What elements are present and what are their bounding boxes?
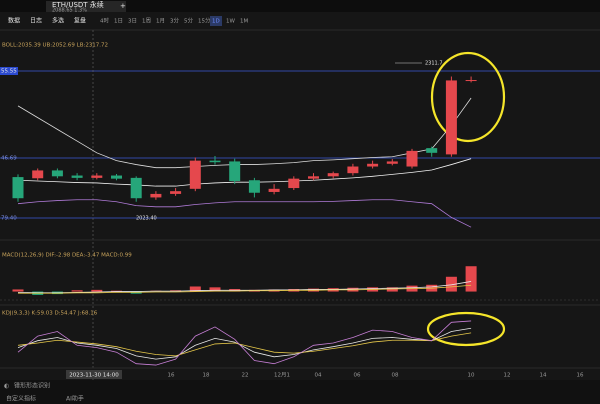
candle-body <box>51 170 63 177</box>
low-annotation: 2023.40 <box>136 216 157 222</box>
candle-body <box>111 175 122 179</box>
candle-body <box>130 177 142 199</box>
boll-line <box>17 97 472 169</box>
boll-info: BOLL:2035.39 UB:2052.69 LB:2317.72 <box>2 43 108 49</box>
symbol-tab[interactable] <box>46 1 126 12</box>
candle-body <box>71 175 83 178</box>
candle-body <box>406 150 418 167</box>
price-line-label: 79.40 <box>1 216 17 222</box>
boll-line <box>17 158 472 187</box>
x-tick-label: 16 <box>577 373 584 379</box>
interval[interactable]: 3分 <box>170 17 179 25</box>
interval[interactable]: 5分 <box>184 17 193 25</box>
macd-bar <box>71 290 83 292</box>
toolbar-tab[interactable]: 日志 <box>30 17 42 25</box>
interval[interactable]: 1W <box>226 19 235 25</box>
x-tick-label: 06 <box>354 373 361 379</box>
toolbar-tab[interactable]: 多选 <box>52 17 64 25</box>
macd-bar <box>111 290 122 292</box>
x-tick-label: 12月1 <box>274 372 290 379</box>
candle-body <box>288 178 300 189</box>
price-line-tag <box>0 67 18 75</box>
high-annotation: 2311.7 <box>425 61 443 67</box>
macd-line <box>17 281 472 294</box>
price-line-label: 55.55 <box>1 69 17 75</box>
price-line-label: 46.69 <box>1 156 17 162</box>
candle-body <box>426 148 438 153</box>
footer-tool[interactable]: AI助手 <box>66 395 84 403</box>
macd-bar <box>465 266 477 292</box>
x-tick-label: 14 <box>540 373 547 379</box>
footer <box>0 380 600 404</box>
x-tick-label: 08 <box>392 373 399 379</box>
candle-body <box>209 160 221 163</box>
x-tick-label: 12 <box>504 373 511 379</box>
title-bar <box>0 0 600 12</box>
interval[interactable]: 1周 <box>142 18 151 25</box>
candle-body <box>91 175 103 178</box>
interval[interactable]: 1日 <box>114 18 123 25</box>
candle-body <box>327 173 339 177</box>
interval[interactable]: 4时 <box>100 17 109 25</box>
interval[interactable]: 15分 <box>198 17 211 25</box>
candle-body <box>445 80 457 155</box>
kdj-line <box>17 332 472 357</box>
macd-bar <box>209 287 221 292</box>
macd-info: MACD(12,26,9) DIF:-2.98 DEA:-3.47 MACD:0… <box>2 253 132 259</box>
crosshair-date: 2023-11-30 14:00 <box>69 373 119 379</box>
price: 2088.65 1.3% <box>52 8 87 14</box>
candle-body <box>32 170 44 179</box>
macd-bar <box>386 287 398 292</box>
crosshair-date-box <box>66 370 122 379</box>
candle-body <box>367 163 379 167</box>
kdj-line <box>17 327 472 360</box>
kdj-line <box>17 320 472 366</box>
candle-body <box>268 188 280 192</box>
x-tick-label: 18 <box>203 373 210 379</box>
candle-body <box>12 177 24 199</box>
macd-line <box>18 284 472 294</box>
macd-bar <box>189 286 201 292</box>
candle-body <box>248 180 260 193</box>
candle-body <box>150 193 162 198</box>
candle-body <box>189 160 201 189</box>
interval[interactable]: 3日 <box>128 18 137 25</box>
pattern-icon: ◐ <box>4 383 9 390</box>
x-tick-label: 10 <box>468 373 475 379</box>
toolbar-tab[interactable]: 数据 <box>8 17 20 25</box>
footer-tool[interactable]: 自定义指标 <box>6 395 36 403</box>
x-tick-label: 22 <box>242 373 249 379</box>
candle-body <box>170 191 182 194</box>
interval[interactable]: 1月 <box>156 18 165 25</box>
add-tab[interactable]: + <box>120 2 126 10</box>
toolbar-tab[interactable]: 复盘 <box>74 17 86 25</box>
interval-active <box>210 16 222 26</box>
candle-body <box>308 176 319 179</box>
candle-body <box>229 161 241 181</box>
macd-bar <box>445 276 457 292</box>
boll-line <box>17 199 472 228</box>
kdj-info: KDJ(9,3,3) K:59.03 D:54.47 J:68.16 <box>2 311 98 317</box>
macd-bar <box>12 289 24 292</box>
macd-bar <box>91 289 103 292</box>
interval[interactable]: 1M <box>240 19 248 25</box>
x-tick-label: 16 <box>168 373 175 379</box>
candle-body <box>465 80 477 82</box>
x-tick-label: 04 <box>315 373 322 379</box>
highlight <box>426 311 506 347</box>
pattern[interactable]: 锤形形态识别 <box>14 382 50 390</box>
symbol: ETH/USDT 永续 <box>52 0 104 9</box>
highlight <box>430 51 506 143</box>
interval[interactable]: 1D <box>212 19 220 25</box>
candle-body <box>386 161 398 164</box>
candle-body <box>347 166 359 174</box>
